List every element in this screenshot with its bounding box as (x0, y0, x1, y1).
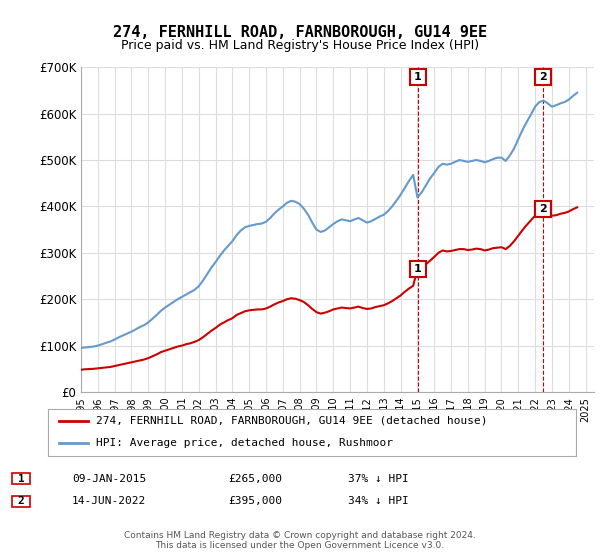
Text: 274, FERNHILL ROAD, FARNBOROUGH, GU14 9EE (detached house): 274, FERNHILL ROAD, FARNBOROUGH, GU14 9E… (95, 416, 487, 426)
Text: Price paid vs. HM Land Registry's House Price Index (HPI): Price paid vs. HM Land Registry's House … (121, 39, 479, 52)
Text: 2: 2 (17, 496, 25, 506)
Text: £265,000: £265,000 (228, 474, 282, 484)
Text: 37% ↓ HPI: 37% ↓ HPI (348, 474, 409, 484)
Text: 2: 2 (539, 72, 547, 82)
Text: 1: 1 (414, 72, 422, 82)
Text: 09-JAN-2015: 09-JAN-2015 (72, 474, 146, 484)
Text: HPI: Average price, detached house, Rushmoor: HPI: Average price, detached house, Rush… (95, 438, 392, 448)
Text: 1: 1 (17, 474, 25, 484)
Text: 14-JUN-2022: 14-JUN-2022 (72, 496, 146, 506)
Text: 2: 2 (539, 204, 547, 214)
Text: Contains HM Land Registry data © Crown copyright and database right 2024.
This d: Contains HM Land Registry data © Crown c… (124, 530, 476, 550)
Text: 34% ↓ HPI: 34% ↓ HPI (348, 496, 409, 506)
Text: 274, FERNHILL ROAD, FARNBOROUGH, GU14 9EE: 274, FERNHILL ROAD, FARNBOROUGH, GU14 9E… (113, 25, 487, 40)
Text: 1: 1 (414, 264, 422, 274)
Text: £395,000: £395,000 (228, 496, 282, 506)
